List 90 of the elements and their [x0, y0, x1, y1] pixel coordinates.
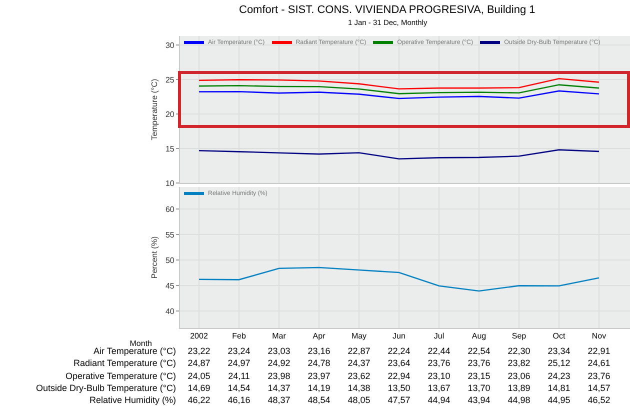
data-label: 23,62 — [346, 370, 372, 381]
data-label: 22,87 — [346, 346, 372, 356]
data-label: 48,54 — [306, 395, 332, 406]
data-label: 23,76 — [466, 358, 492, 368]
data-label: 44,94 — [426, 395, 452, 406]
data-label: 46,22 — [186, 395, 212, 406]
data-label: 24,61 — [586, 358, 612, 368]
data-label: 13,67 — [426, 382, 452, 393]
data-label: 44,98 — [506, 395, 532, 406]
data-label: 23,76 — [586, 370, 612, 381]
data-label: 23,16 — [306, 346, 332, 356]
text: Outside Dry-Bulb Temperature (°C) — [36, 382, 176, 393]
data-label: 13,89 — [506, 382, 532, 393]
data-label: 46,16 — [226, 395, 252, 406]
chart-title: Comfort - SIST. CONS. VIVIENDA PROGRESIVA, Building 1 — [239, 4, 536, 16]
line-series — [198, 78, 600, 90]
data-label: 24,37 — [346, 358, 372, 368]
y-tick-label: 60 — [165, 204, 175, 214]
data-label: 24,78 — [306, 358, 332, 368]
text: Air Temperature (°C) — [94, 346, 176, 356]
data-label: 13,50 — [386, 382, 412, 393]
data-label: 14,37 — [266, 382, 292, 393]
data-label: 24,92 — [266, 358, 292, 368]
line-series — [198, 266, 600, 292]
data-label: 23,10 — [426, 370, 452, 381]
line-series — [198, 84, 600, 94]
data-label: 22,30 — [506, 346, 532, 356]
data-label: 14,38 — [346, 382, 372, 393]
data-label: 23,15 — [466, 370, 492, 381]
y-tick-label: 15 — [165, 144, 175, 154]
y-tick-label: 55 — [165, 230, 175, 240]
text: Relative Humidity (%) — [89, 395, 176, 406]
x-axis-title: Month — [130, 339, 152, 348]
data-label: 24,05 — [186, 370, 212, 381]
data-label: 44,95 — [546, 395, 572, 406]
data-label: 23,03 — [266, 346, 292, 356]
data-label: 24,97 — [226, 358, 252, 368]
data-label: 25,12 — [546, 358, 572, 368]
data-label: 14,57 — [586, 382, 612, 393]
data-label: 24,11 — [227, 370, 251, 381]
x-tick-label: Nov — [592, 332, 606, 341]
data-label: 47,57 — [386, 395, 412, 406]
data-label: 23,34 — [546, 346, 572, 356]
y-tick-label: 50 — [165, 256, 175, 265]
x-tick-label: Jun — [392, 332, 406, 341]
data-label: 23,06 — [506, 370, 532, 381]
data-label: 14,69 — [186, 382, 212, 393]
y-tick-label: 40 — [165, 306, 175, 316]
line-series — [198, 90, 600, 100]
y-axis-title: Percent (%) — [150, 236, 160, 279]
data-label: 23,24 — [226, 346, 252, 356]
y-tick-label: 45 — [165, 281, 175, 290]
data-label: 23,82 — [506, 358, 532, 368]
data-label: 23,97 — [306, 370, 332, 381]
text: Operative Temperature (°C) — [66, 370, 176, 381]
data-label: 14,19 — [306, 382, 332, 393]
data-label: 23,76 — [426, 358, 452, 368]
data-label: 14,81 — [546, 382, 572, 393]
data-label: 48,37 — [266, 395, 292, 406]
y-tick-label: 10 — [165, 178, 175, 188]
data-label: 24,23 — [546, 370, 572, 381]
data-label: 22,44 — [426, 346, 452, 356]
data-label: 43,94 — [466, 395, 492, 406]
data-label: 23,22 — [186, 346, 212, 356]
y-axis-title: Temperature (°C) — [150, 78, 160, 140]
data-label: 24,87 — [186, 358, 212, 368]
y-tick-label: 20 — [165, 110, 175, 119]
data-label: 48,05 — [346, 395, 372, 406]
x-tick-label: Oct — [552, 332, 566, 341]
x-tick-label: Apr — [312, 332, 326, 341]
text: Radiant Temperature (°C) — [74, 358, 176, 368]
x-tick-label: Sep — [512, 332, 527, 341]
x-tick-label: Mar — [272, 332, 286, 341]
x-tick-label: Aug — [472, 332, 486, 341]
data-label: 23,64 — [386, 358, 412, 368]
line-series — [198, 149, 600, 160]
data-label: 46,52 — [586, 395, 612, 406]
x-tick-label: 2002 — [190, 332, 208, 341]
data-label: 23,98 — [266, 370, 292, 381]
data-label: 22,24 — [386, 346, 412, 356]
y-tick-label: 25 — [165, 75, 175, 84]
data-label: 22,91 — [586, 346, 612, 356]
data-label: 13,70 — [466, 382, 492, 393]
data-label: 22,54 — [466, 346, 492, 356]
data-label: 14,54 — [226, 382, 252, 393]
y-tick-label: 30 — [165, 40, 175, 50]
x-tick-label: May — [351, 332, 367, 341]
x-tick-label: Jul — [434, 332, 444, 341]
data-label: 22,94 — [386, 370, 412, 381]
x-tick-label: Feb — [232, 332, 246, 341]
